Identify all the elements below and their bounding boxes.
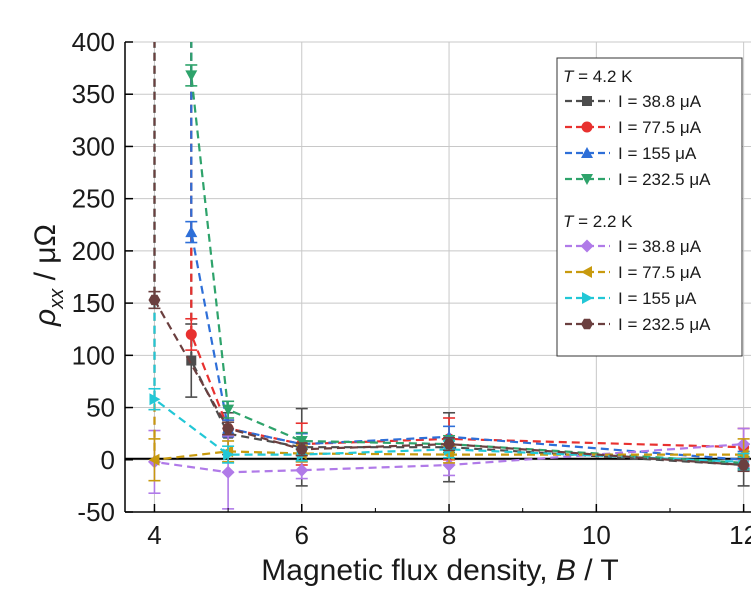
series-line [153, 42, 744, 467]
y-tick-label: 300 [72, 131, 115, 161]
data-point [149, 393, 161, 406]
x-tick-label: 6 [295, 520, 309, 550]
data-point [295, 444, 308, 455]
ticks: 4 6 8 10 12 400 350 300 250 200 150 100 50 0 -50 [72, 27, 751, 550]
legend-entry: I = 155 μA [565, 289, 697, 308]
legend-title-rest: = 2.2 K [573, 212, 633, 231]
y-tick-label: 200 [72, 236, 115, 266]
legend-label: I = 77.5 μA [618, 263, 702, 282]
legend-swatch-marker [581, 318, 593, 330]
legend-group-title: T = 2.2 K [563, 212, 633, 231]
data-point [222, 423, 235, 434]
data-point [295, 435, 308, 447]
legend-swatch-marker [581, 121, 593, 133]
data-point [295, 463, 309, 477]
y-tick-label: 250 [72, 184, 115, 214]
legend-label: I = 232.5 μA [618, 170, 711, 189]
y-tick-label: 50 [86, 393, 115, 423]
series-line [190, 42, 744, 461]
data-point [442, 458, 456, 472]
data-point [223, 448, 235, 461]
x-axis-title: Magnetic flux density, B / T [261, 554, 618, 587]
legend-swatch-marker [581, 147, 593, 158]
legend-swatch-marker [581, 266, 592, 278]
x-tick-label: 4 [147, 520, 161, 550]
y-tick-label: 400 [72, 27, 115, 57]
legend: T = 4.2 K I = 38.8 μA I = 77.5 μA I = 155 μ… [556, 57, 743, 357]
data-point [148, 453, 160, 466]
legend-label: I = 155 μA [618, 289, 697, 308]
legend-entry: I = 38.8 μA [565, 92, 702, 111]
data-point [185, 70, 198, 82]
legend-swatch-marker [582, 292, 593, 304]
series-2-2K-3 [148, 42, 750, 473]
legend-title-var: T [563, 67, 575, 86]
legend-label: I = 77.5 μA [618, 118, 702, 137]
data-point [221, 465, 235, 479]
legend-label: I = 38.8 μA [618, 237, 702, 256]
legend-swatch-marker [580, 239, 594, 253]
y-tick-label: 100 [72, 340, 115, 370]
y-tick-label: -50 [77, 497, 115, 527]
x-tick-label: 12 [729, 520, 751, 550]
legend-label: I = 232.5 μA [618, 315, 711, 334]
legend-entry: I = 77.5 μA [565, 118, 702, 137]
legend-swatch-marker [581, 174, 593, 185]
legend-label: I = 155 μA [618, 144, 697, 163]
data-point [443, 438, 456, 450]
legend-entry: I = 155 μA [565, 144, 697, 163]
x-tick-label: 8 [442, 520, 456, 550]
data-point [185, 328, 197, 340]
legend-title-rest: = 4.2 K [573, 67, 633, 86]
data-point [148, 294, 161, 306]
y-tick-label: 150 [72, 288, 115, 318]
data-point [222, 404, 235, 416]
legend-title-var: T [563, 212, 575, 231]
legend-entry: I = 232.5 μA [565, 170, 711, 189]
legend-entry: I = 38.8 μA [565, 237, 702, 256]
data-point [737, 459, 750, 471]
legend-label: I = 38.8 μA [618, 92, 702, 111]
axes [124, 42, 751, 513]
data-point [185, 226, 198, 238]
data-point [186, 355, 197, 366]
legend-entry: I = 77.5 μA [565, 263, 702, 282]
legend-group-title: T = 4.2 K [563, 67, 633, 86]
legend-entry: I = 232.5 μA [565, 315, 711, 334]
legend-box [556, 57, 743, 357]
y-axis-title: ρxx / μΩ [29, 224, 68, 327]
y-tick-label: 0 [101, 445, 115, 475]
y-tick-label: 350 [72, 79, 115, 109]
x-tick-label: 10 [582, 520, 611, 550]
series-layer [147, 42, 751, 510]
legend-swatch-marker [582, 96, 592, 106]
